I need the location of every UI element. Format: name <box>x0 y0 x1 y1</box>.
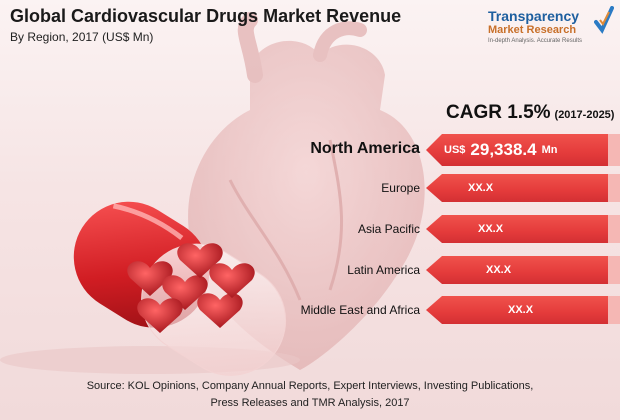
region-label-middle-east-and-africa: Middle East and Africa <box>300 303 420 317</box>
value-label-europe: XX.X <box>468 182 494 194</box>
region-label-latin-america: Latin America <box>347 263 420 277</box>
value-label-asia-pacific: XX.X <box>478 223 504 235</box>
region-label-north-america: North America <box>310 140 420 157</box>
bar-asia-pacific: XX.X <box>426 215 620 243</box>
bar-latin-america: XX.X <box>426 256 620 284</box>
value-label-middle-east-and-africa: XX.X <box>508 304 534 316</box>
region-label-europe: Europe <box>381 181 420 195</box>
value-label-latin-america: XX.X <box>486 264 512 276</box>
value-label-north-america: US$ 29,338.4 Mn <box>444 140 558 159</box>
source-line1: Source: KOL Opinions, Company Annual Rep… <box>86 380 534 392</box>
cagr-period: (2017-2025) <box>554 109 615 121</box>
chart-title: Global Cardiovascular Drugs Market Reven… <box>10 6 402 26</box>
brand-logo: Transparency Market Research In-depth An… <box>488 6 614 48</box>
cagr-value: CAGR 1.5% <box>446 102 551 123</box>
source-note: Source: KOL Opinions, Company Annual Rep… <box>0 378 620 412</box>
logo-tagline: In-depth Analysis. Accurate Results <box>488 38 583 44</box>
checkmark-icon <box>594 6 614 34</box>
heart-pills <box>127 243 255 333</box>
bar-middle-east-and-africa: XX.X <box>426 296 620 324</box>
logo-line1: Transparency <box>488 8 580 24</box>
bar-europe: XX.X <box>426 174 620 202</box>
chart-subtitle: By Region, 2017 (US$ Mn) <box>10 30 154 44</box>
capsule-illustration <box>0 201 300 376</box>
cagr-annotation: CAGR 1.5% (2017-2025) <box>446 102 614 124</box>
source-line2: Press Releases and TMR Analysis, 2017 <box>210 397 410 409</box>
logo-line2: Market Research <box>488 24 577 36</box>
region-label-asia-pacific: Asia Pacific <box>357 222 420 236</box>
bar-north-america: US$ 29,338.4 Mn <box>426 134 620 166</box>
